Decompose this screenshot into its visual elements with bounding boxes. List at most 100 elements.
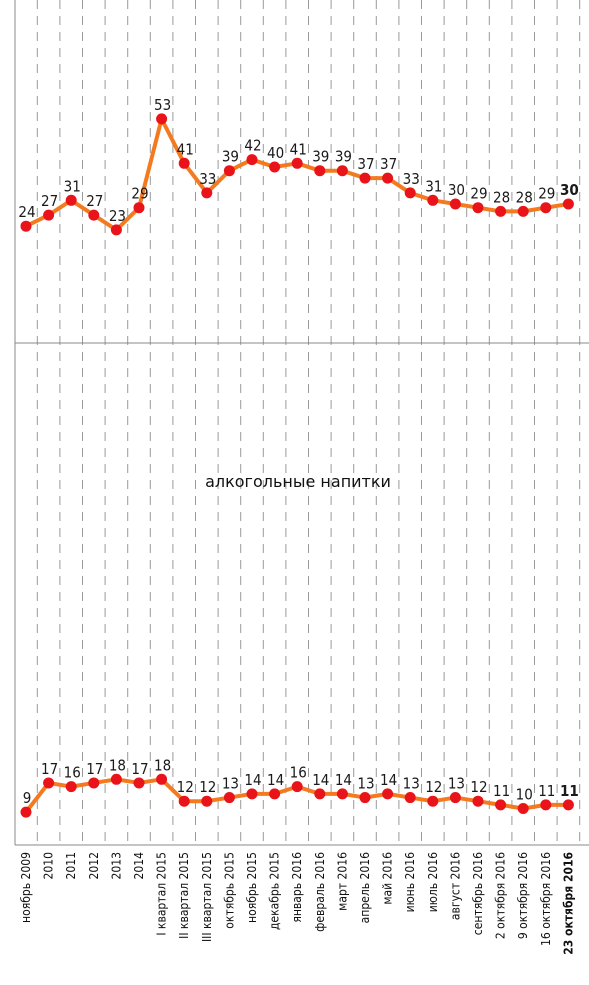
- data-label: 31: [64, 177, 81, 195]
- x-tick-label: март 2016: [335, 852, 349, 911]
- data-label: 40: [267, 144, 284, 162]
- data-label: 17: [86, 760, 103, 778]
- x-tick-label: январь 2016: [290, 852, 304, 923]
- data-label: 12: [425, 778, 442, 796]
- data-point: [404, 187, 416, 199]
- data-point: [201, 187, 213, 199]
- data-point: [314, 165, 326, 177]
- x-tick-label: ноябрь 2009: [19, 852, 33, 923]
- data-label: 14: [335, 771, 352, 789]
- data-label: 37: [380, 155, 397, 173]
- x-tick-label: 9 октября 2016: [516, 852, 530, 939]
- data-point: [110, 773, 122, 785]
- data-point: [336, 788, 348, 800]
- data-point: [201, 795, 213, 807]
- series-alcohol: 9 17 16 17 18 17 18 12 12 13 14 14 16 14 14 13 14 13 12 13 1…: [20, 756, 579, 818]
- data-label: 11: [538, 782, 555, 800]
- data-label: 12: [470, 778, 487, 796]
- data-point: [88, 777, 100, 789]
- data-point: [156, 113, 168, 125]
- data-label: 29: [538, 185, 555, 203]
- data-label: 33: [199, 170, 216, 188]
- data-point: [472, 202, 484, 214]
- data-point: [156, 773, 168, 785]
- data-label: 53: [154, 96, 171, 114]
- data-point: [223, 165, 235, 177]
- data-point: [43, 777, 55, 789]
- data-label: 12: [199, 778, 216, 796]
- data-point: [427, 194, 439, 206]
- x-tick-label: 16 октября 2016: [539, 852, 553, 946]
- data-point: [495, 205, 507, 217]
- data-point: [133, 202, 145, 214]
- data-label: 13: [357, 775, 374, 793]
- data-point: [336, 165, 348, 177]
- x-tick-label: февраль 2016: [313, 852, 327, 932]
- data-label: 39: [312, 148, 329, 166]
- data-point: [269, 788, 281, 800]
- data-label: 13: [222, 775, 239, 793]
- data-point: [43, 209, 55, 221]
- data-label: 28: [493, 188, 510, 206]
- x-tick-label: 2013: [109, 852, 123, 879]
- x-tick-label: 2012: [87, 852, 101, 879]
- data-point: [540, 799, 552, 811]
- data-label: 17: [41, 760, 58, 778]
- data-label: 27: [86, 192, 103, 210]
- data-label: 18: [154, 756, 171, 774]
- data-point: [178, 157, 190, 169]
- data-label: 39: [335, 148, 352, 166]
- data-point: [382, 788, 394, 800]
- data-label: 27: [41, 192, 58, 210]
- data-label: 29: [470, 185, 487, 203]
- data-point: [359, 792, 371, 804]
- data-label: 14: [244, 771, 261, 789]
- x-tick-label: 23 октября 2016: [561, 852, 575, 955]
- data-label: 39: [222, 148, 239, 166]
- x-tick-label: сентябрь 2016: [471, 852, 485, 935]
- x-tick-label: II квартал 2015: [177, 852, 191, 939]
- x-tick-label: I квартал 2015: [155, 852, 169, 936]
- data-point: [562, 198, 574, 210]
- data-label: 18: [109, 756, 126, 774]
- data-point: [359, 172, 371, 184]
- data-point: [540, 202, 552, 214]
- data-point: [517, 803, 529, 814]
- data-label: 37: [357, 155, 374, 173]
- data-label: 10: [516, 786, 533, 804]
- x-tick-label: май 2016: [381, 852, 395, 905]
- data-point: [133, 777, 145, 789]
- data-label: 16: [64, 764, 81, 782]
- data-point: [449, 198, 461, 210]
- data-point: [269, 161, 281, 173]
- data-point: [517, 205, 529, 217]
- data-label: 28: [516, 188, 533, 206]
- data-point: [314, 788, 326, 800]
- data-label: 13: [448, 775, 465, 793]
- data-point: [20, 220, 32, 232]
- data-point: [20, 806, 32, 818]
- data-point: [178, 795, 190, 807]
- data-label: 14: [267, 771, 284, 789]
- grid-lines: [36, 0, 581, 845]
- data-point: [110, 224, 122, 236]
- data-label: 16: [290, 764, 307, 782]
- x-tick-label: 2014: [132, 852, 146, 880]
- data-point: [223, 792, 235, 804]
- x-tick-label: июль 2016: [426, 852, 440, 912]
- data-label: 17: [131, 760, 148, 778]
- data-label: 33: [403, 170, 420, 188]
- panel-title-alcohol: алкогольные напитки: [205, 472, 391, 491]
- x-tick-label: 2011: [64, 852, 78, 879]
- data-point: [65, 194, 77, 206]
- data-label: 30: [560, 181, 579, 199]
- x-tick-label: июнь 2016: [403, 852, 417, 913]
- data-point: [382, 172, 394, 184]
- x-tick-label: апрель 2016: [358, 852, 372, 923]
- x-tick-labels: ноябрь 2009 2010 2011 2012 2013 2014 I квартал…: [19, 852, 575, 955]
- data-label: 23: [109, 207, 126, 225]
- x-tick-label: ноябрь 2015: [245, 852, 259, 923]
- data-label: 13: [403, 775, 420, 793]
- data-label: 30: [448, 181, 465, 199]
- data-point: [291, 157, 303, 169]
